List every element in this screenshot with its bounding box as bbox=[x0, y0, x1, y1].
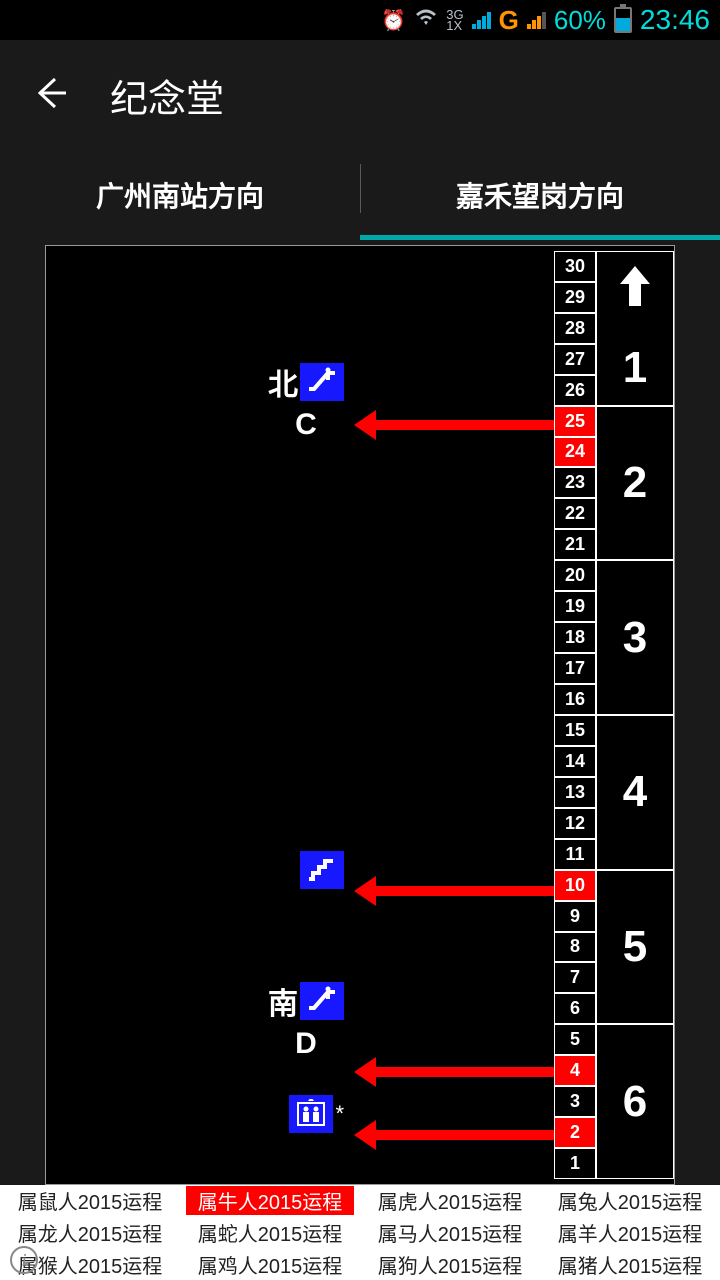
signal-icon-1 bbox=[472, 11, 491, 29]
exit-arrow bbox=[374, 1130, 554, 1140]
direction-label: 南 bbox=[268, 979, 298, 1023]
ad-link[interactable]: 属兔人2015运程 bbox=[540, 1186, 720, 1215]
elevator-icon bbox=[289, 1095, 333, 1133]
exit-block: * bbox=[289, 1095, 344, 1133]
door-9: 9 bbox=[554, 901, 596, 932]
car-5: 5 bbox=[596, 870, 674, 1025]
door-15: 15 bbox=[554, 715, 596, 746]
ad-link[interactable]: 属虎人2015运程 bbox=[360, 1186, 540, 1215]
back-button[interactable] bbox=[30, 73, 70, 118]
escalator-icon bbox=[300, 363, 344, 401]
exit-arrow bbox=[374, 1067, 554, 1077]
ad-link[interactable]: 属龙人2015运程 bbox=[0, 1218, 180, 1247]
cars-column: 123456 bbox=[596, 251, 674, 1179]
door-24: 24 bbox=[554, 437, 596, 468]
door-27: 27 bbox=[554, 344, 596, 375]
door-30: 30 bbox=[554, 251, 596, 282]
door-7: 7 bbox=[554, 962, 596, 993]
clock: 23:46 bbox=[640, 4, 710, 36]
direction-arrow-icon bbox=[618, 264, 652, 319]
door-28: 28 bbox=[554, 313, 596, 344]
stairs-icon bbox=[300, 851, 344, 889]
ad-link[interactable]: 属牛人2015运程 bbox=[186, 1186, 354, 1215]
door-4: 4 bbox=[554, 1055, 596, 1086]
door-12: 12 bbox=[554, 808, 596, 839]
door-17: 17 bbox=[554, 653, 596, 684]
door-26: 26 bbox=[554, 375, 596, 406]
door-23: 23 bbox=[554, 467, 596, 498]
escalator-icon bbox=[300, 982, 344, 1020]
car-1: 1 bbox=[596, 251, 674, 406]
door-8: 8 bbox=[554, 932, 596, 963]
battery-fill bbox=[616, 18, 630, 31]
alarm-icon: ⏰ bbox=[381, 8, 406, 33]
network-label: 3G 1X bbox=[446, 9, 463, 31]
door-18: 18 bbox=[554, 622, 596, 653]
ad-link[interactable]: 属蛇人2015运程 bbox=[180, 1218, 360, 1247]
door-10: 10 bbox=[554, 870, 596, 901]
door-13: 13 bbox=[554, 777, 596, 808]
note-marker: * bbox=[335, 1101, 344, 1127]
exit-block: 北C bbox=[268, 360, 344, 442]
tab-left[interactable]: 广州南站方向 bbox=[0, 150, 360, 240]
door-25: 25 bbox=[554, 406, 596, 437]
wifi-icon bbox=[414, 7, 438, 33]
exit-arrow bbox=[374, 886, 554, 896]
doors-column: 1234567891011121314151617181920212223242… bbox=[554, 251, 596, 1179]
info-icon[interactable]: i bbox=[10, 1246, 38, 1274]
door-2: 2 bbox=[554, 1117, 596, 1148]
door-6: 6 bbox=[554, 993, 596, 1024]
direction-label: 北 bbox=[268, 360, 298, 404]
carrier-label: G bbox=[499, 5, 519, 36]
tab-right[interactable]: 嘉禾望岗方向 bbox=[360, 150, 720, 240]
exit-arrow bbox=[374, 420, 554, 430]
car-3: 3 bbox=[596, 560, 674, 715]
ad-link[interactable]: 属鼠人2015运程 bbox=[0, 1186, 180, 1215]
exit-block: 南D bbox=[268, 979, 344, 1061]
door-29: 29 bbox=[554, 282, 596, 313]
car-6: 6 bbox=[596, 1024, 674, 1179]
door-3: 3 bbox=[554, 1086, 596, 1117]
ad-link[interactable]: 属羊人2015运程 bbox=[540, 1218, 720, 1247]
exit-block bbox=[300, 851, 344, 889]
door-20: 20 bbox=[554, 560, 596, 591]
signal-icon-2 bbox=[527, 11, 546, 29]
door-5: 5 bbox=[554, 1024, 596, 1055]
exit-letter: C bbox=[295, 408, 317, 442]
door-21: 21 bbox=[554, 529, 596, 560]
direction-tabs: 广州南站方向 嘉禾望岗方向 bbox=[0, 150, 720, 240]
car-2: 2 bbox=[596, 406, 674, 561]
header: 纪念堂 bbox=[0, 40, 720, 150]
platform-diagram: 1234567891011121314151617181920212223242… bbox=[45, 245, 675, 1185]
ad-link[interactable]: 属猪人2015运程 bbox=[540, 1250, 720, 1279]
ad-link[interactable]: 属马人2015运程 bbox=[360, 1218, 540, 1247]
battery-icon bbox=[614, 7, 632, 33]
exit-letter: D bbox=[295, 1027, 317, 1061]
door-14: 14 bbox=[554, 746, 596, 777]
door-22: 22 bbox=[554, 498, 596, 529]
door-19: 19 bbox=[554, 591, 596, 622]
status-bar: ⏰ 3G 1X G 60% 23:46 bbox=[0, 0, 720, 40]
door-11: 11 bbox=[554, 839, 596, 870]
car-4: 4 bbox=[596, 715, 674, 870]
page-title: 纪念堂 bbox=[110, 68, 224, 123]
door-16: 16 bbox=[554, 684, 596, 715]
ad-bar[interactable]: 属鼠人2015运程属牛人2015运程属虎人2015运程属兔人2015运程属龙人2… bbox=[0, 1185, 720, 1280]
door-1: 1 bbox=[554, 1148, 596, 1179]
battery-pct: 60% bbox=[554, 5, 606, 36]
ad-link[interactable]: 属狗人2015运程 bbox=[360, 1250, 540, 1279]
ad-link[interactable]: 属鸡人2015运程 bbox=[180, 1250, 360, 1279]
